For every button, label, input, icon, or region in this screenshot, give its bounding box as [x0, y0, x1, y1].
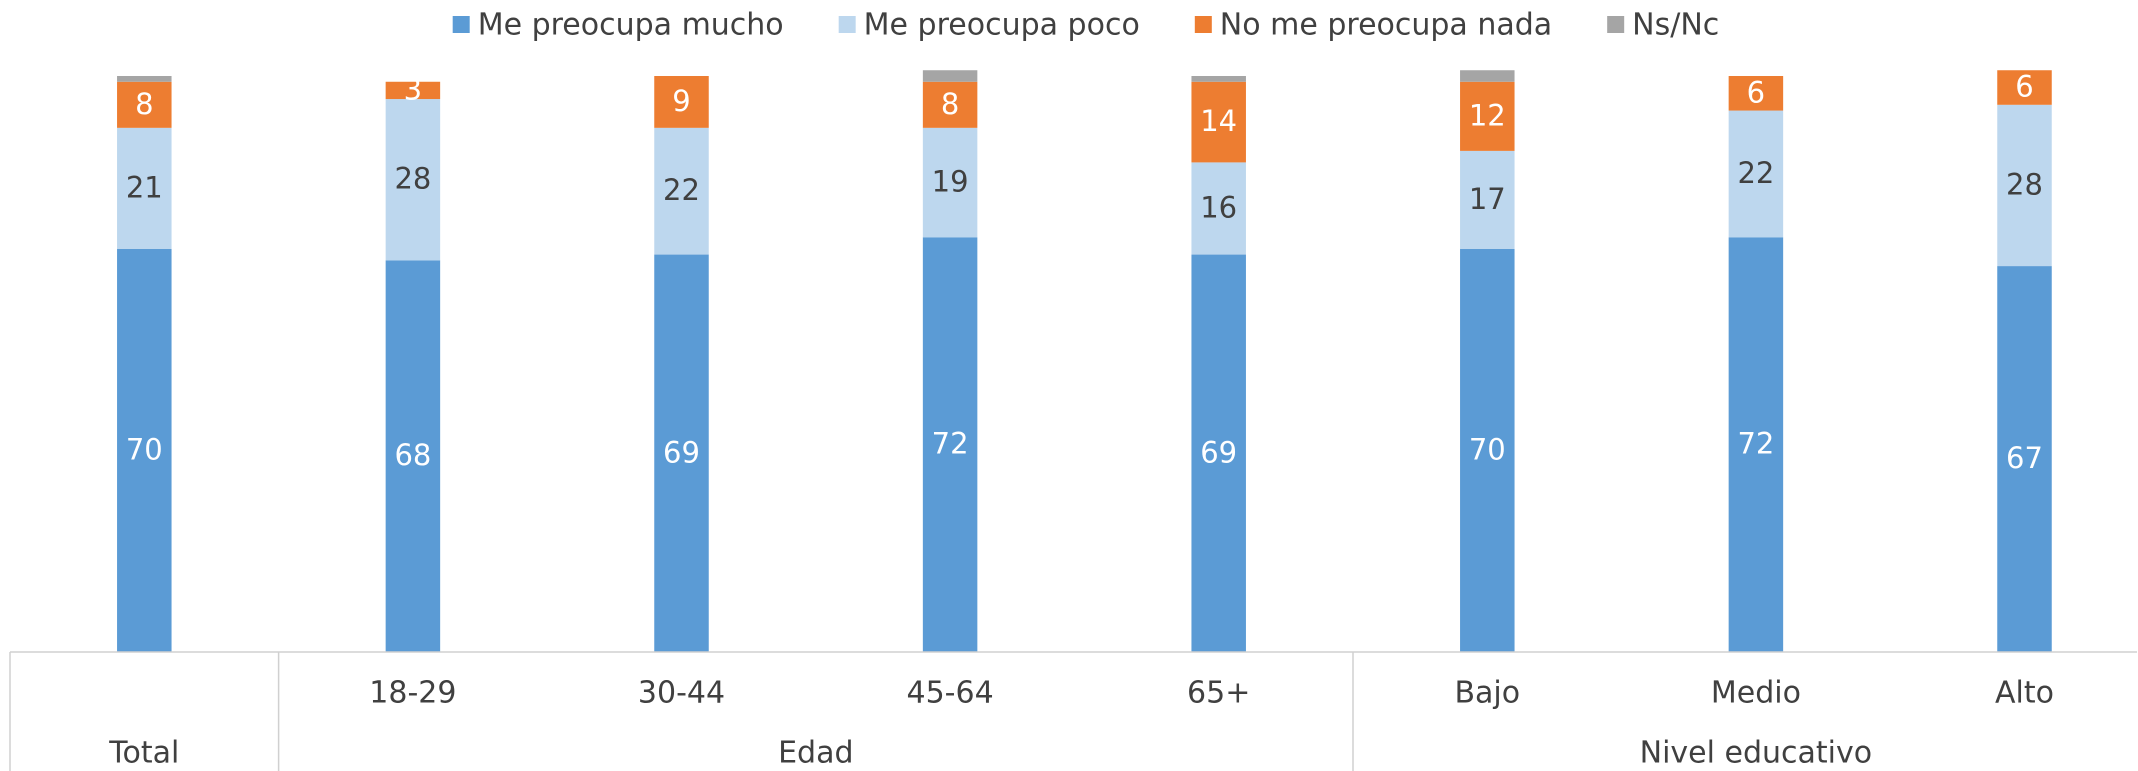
value-label: 6	[1747, 75, 1765, 109]
value-label: 72	[1737, 427, 1774, 461]
bar-segment	[922, 81, 978, 128]
value-label: 70	[1469, 432, 1506, 466]
value-label: 28	[394, 162, 431, 196]
value-label: 67	[2006, 441, 2043, 475]
bar-segment	[1191, 76, 1246, 82]
x-tick-label: 45-64	[907, 676, 994, 711]
value-label: 28	[2006, 167, 2043, 201]
x-tick-label: Bajo	[1454, 676, 1520, 711]
legend-label: Me preocupa mucho	[478, 8, 784, 43]
value-label: 21	[126, 170, 163, 204]
value-label: 6	[2015, 70, 2033, 104]
bar-segment	[1728, 110, 1784, 238]
bar-segment	[117, 76, 172, 82]
group-label: Nivel educativo	[1640, 736, 1872, 771]
legend-swatch	[838, 16, 856, 33]
bar-segment	[385, 81, 441, 100]
value-label: 19	[932, 165, 969, 199]
value-label: 16	[1200, 190, 1237, 224]
legend-swatch	[452, 16, 470, 33]
value-label: 69	[663, 435, 700, 469]
value-label: 3	[404, 72, 422, 106]
bar-segment	[385, 260, 441, 652]
bar-segment	[654, 254, 709, 652]
bar-segment	[654, 127, 709, 255]
legend-label: Ns/Nc	[1632, 8, 1719, 43]
value-label: 70	[126, 432, 163, 466]
bar-segment	[922, 70, 978, 82]
value-label: 8	[941, 87, 959, 121]
legend-label: No me preocupa nada	[1220, 8, 1552, 43]
value-label: 9	[672, 84, 690, 118]
bar-segment	[922, 127, 978, 238]
bar-segment	[117, 127, 172, 249]
legend-swatch	[1607, 16, 1625, 33]
group-label: Total	[108, 736, 179, 771]
bar-segment	[1191, 254, 1246, 652]
bar-segment	[1728, 76, 1784, 111]
value-label: 22	[1737, 156, 1774, 190]
bar-segment	[1997, 104, 2052, 267]
value-label: 22	[663, 173, 700, 207]
legend-swatch	[1194, 16, 1212, 33]
value-label: 12	[1469, 98, 1506, 132]
bar-segment	[1460, 248, 1515, 653]
value-label: 69	[1200, 435, 1237, 469]
x-tick-label: Medio	[1711, 676, 1801, 711]
bar-segment	[117, 248, 172, 653]
bar-segment	[1728, 237, 1784, 652]
bar-segment	[922, 237, 978, 652]
x-tick-label: Alto	[1995, 676, 2054, 711]
value-label: 17	[1469, 182, 1506, 216]
bar-segment	[1191, 162, 1246, 255]
value-label: 14	[1200, 104, 1237, 138]
bar-segment	[1997, 70, 2052, 105]
bar-segment	[1460, 150, 1515, 249]
x-tick-label: 18-29	[369, 676, 456, 711]
value-label: 8	[135, 87, 153, 121]
bar-segment	[1997, 266, 2052, 652]
bar-segment	[1460, 70, 1515, 82]
x-tick-label: 30-44	[638, 676, 725, 711]
bar-segment	[1460, 81, 1515, 151]
value-label: 68	[394, 438, 431, 472]
group-label: Edad	[778, 736, 853, 771]
legend-label: Me preocupa poco	[864, 8, 1140, 43]
bar-segment	[117, 81, 172, 128]
bar-segment	[654, 76, 709, 128]
bar-segment	[385, 99, 441, 261]
bar-segment	[1191, 81, 1246, 163]
x-tick-label: 65+	[1187, 676, 1250, 711]
value-label: 72	[932, 427, 969, 461]
